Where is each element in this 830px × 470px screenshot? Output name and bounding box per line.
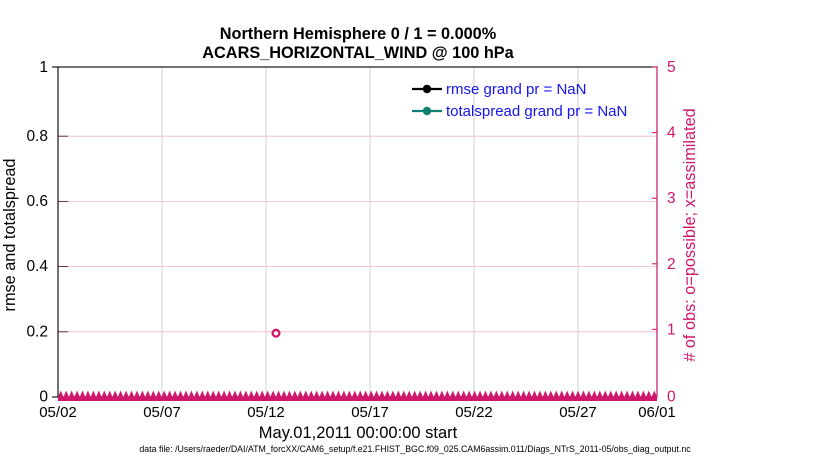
svg-text:totalspread grand pr = NaN: totalspread grand pr = NaN [446, 103, 627, 120]
svg-text:0.8: 0.8 [26, 128, 48, 145]
svg-text:2: 2 [667, 256, 676, 273]
svg-text:3: 3 [667, 190, 676, 207]
svg-text:0: 0 [667, 389, 676, 406]
svg-text:# of obs: o=possible; x=assimi: # of obs: o=possible; x=assimilated [681, 108, 699, 361]
svg-text:0.4: 0.4 [26, 258, 48, 275]
svg-text:0.6: 0.6 [26, 193, 48, 210]
svg-text:1: 1 [667, 321, 676, 338]
svg-text:rmse grand pr = NaN: rmse grand pr = NaN [446, 81, 586, 98]
svg-text:5: 5 [667, 59, 676, 76]
svg-text:data file: /Users/raeder/DAI/A: data file: /Users/raeder/DAI/ATM_forcXX/… [139, 444, 691, 454]
svg-text:Northern Hemisphere 0 / 1 = 0.: Northern Hemisphere 0 / 1 = 0.000% [220, 25, 497, 43]
svg-text:rmse and totalspread: rmse and totalspread [1, 159, 19, 312]
svg-text:05/22: 05/22 [455, 404, 493, 421]
svg-text:05/12: 05/12 [247, 404, 285, 421]
svg-text:ACARS_HORIZONTAL_WIND @ 100 hP: ACARS_HORIZONTAL_WIND @ 100 hPa [202, 44, 514, 62]
svg-text:May.01,2011 00:00:00 start: May.01,2011 00:00:00 start [259, 424, 458, 442]
svg-text:06/01: 06/01 [638, 404, 676, 421]
svg-text:0.2: 0.2 [26, 324, 48, 341]
svg-text:05/27: 05/27 [559, 404, 597, 421]
svg-text:1: 1 [39, 59, 48, 76]
svg-text:05/17: 05/17 [351, 404, 389, 421]
svg-text:4: 4 [667, 125, 676, 142]
svg-text:0: 0 [39, 389, 48, 406]
svg-text:05/02: 05/02 [39, 404, 77, 421]
svg-text:05/07: 05/07 [143, 404, 181, 421]
